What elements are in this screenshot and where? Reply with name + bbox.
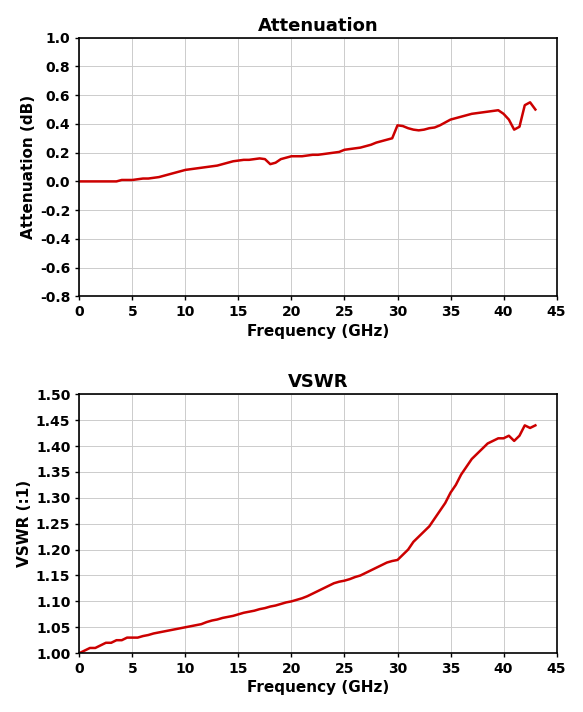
Y-axis label: VSWR (:1): VSWR (:1) bbox=[17, 480, 31, 567]
X-axis label: Frequency (GHz): Frequency (GHz) bbox=[247, 681, 389, 696]
Title: Attenuation: Attenuation bbox=[258, 16, 378, 35]
Y-axis label: Attenuation (dB): Attenuation (dB) bbox=[21, 95, 36, 239]
X-axis label: Frequency (GHz): Frequency (GHz) bbox=[247, 324, 389, 339]
Title: VSWR: VSWR bbox=[288, 373, 348, 392]
